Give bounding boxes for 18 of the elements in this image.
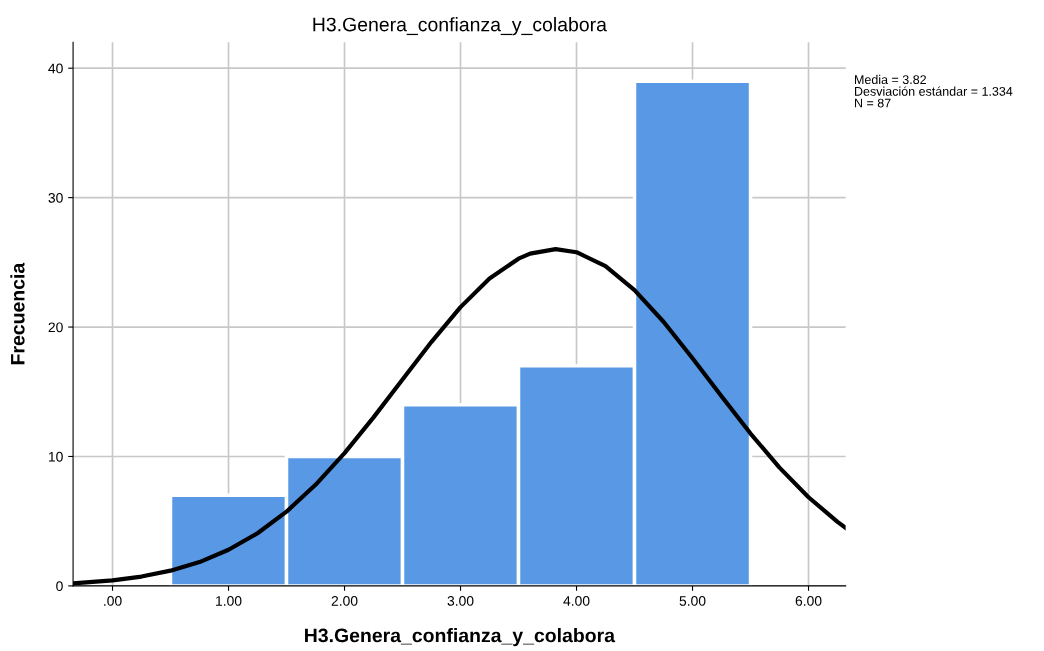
y-tick-label: 40 [48,63,63,74]
chart-title: H3.Genera_confianza_y_colabora [313,17,607,36]
y-axis-title: Frecuencia [10,262,25,365]
x-tick-label: 3.00 [447,595,474,606]
y-tick-label: 30 [48,192,63,203]
x-tick-label: 6.00 [795,595,822,606]
x-axis-title: H3.Genera_confianza_y_colabora [305,628,616,647]
x-tick-label: 5.00 [679,595,706,606]
y-tick-label: 10 [48,451,63,462]
y-tick-label: 0 [56,581,63,592]
y-tick-label: 20 [48,322,63,333]
x-tick-label: 4.00 [563,595,590,606]
text: Desviación estándar = 1.334 [855,86,1013,96]
x-tick-label: .00 [104,595,122,606]
text: N = 87 [855,98,891,108]
text: Media = 3.82 [855,74,926,85]
x-tick-label: 1.00 [216,595,242,606]
x-tick-label: 2.00 [331,595,358,606]
